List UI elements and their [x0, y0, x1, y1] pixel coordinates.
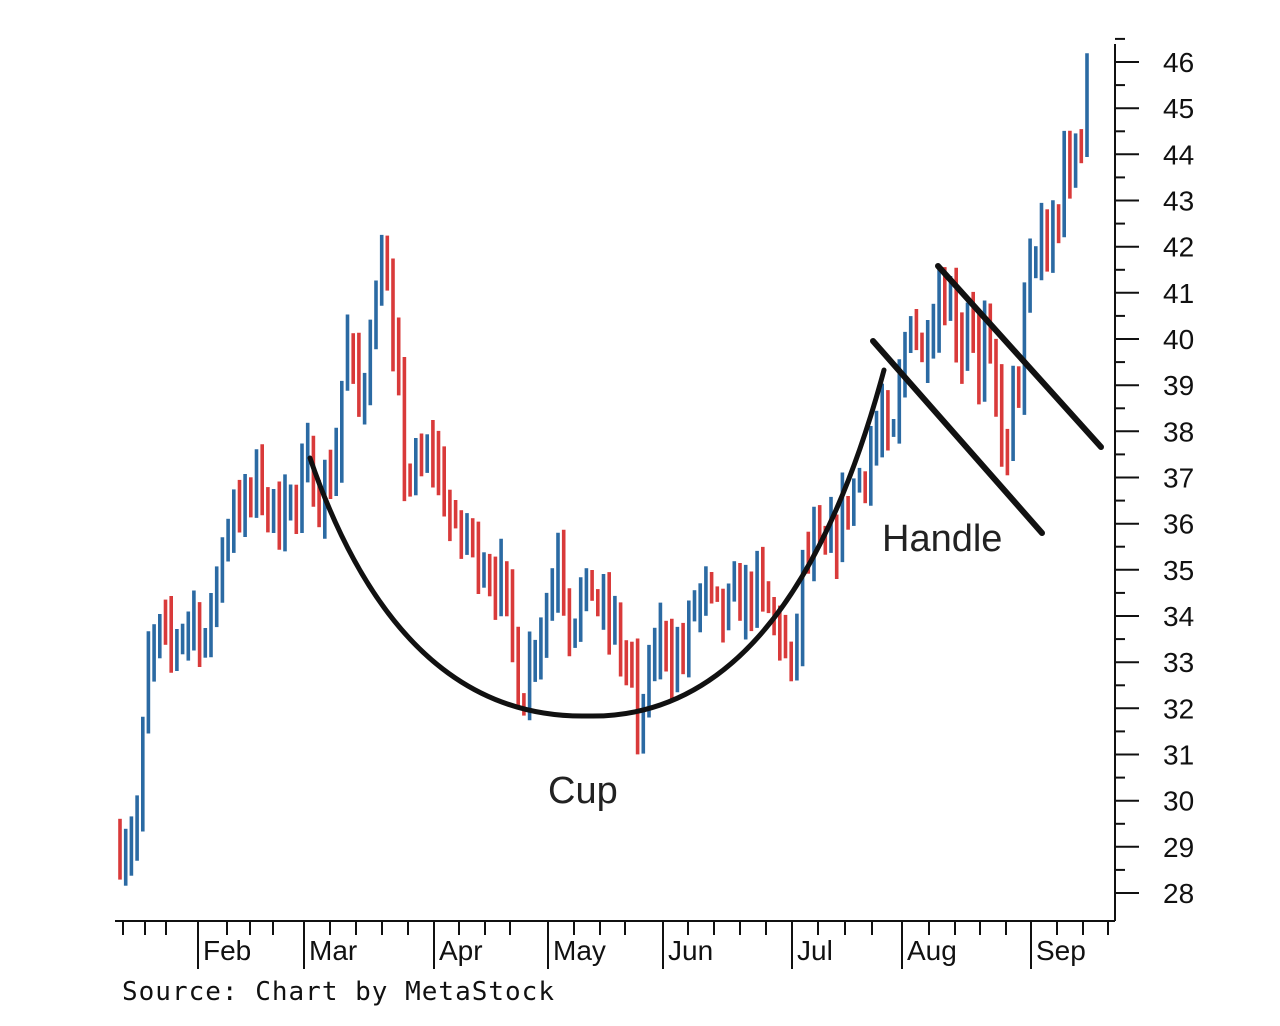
- y-tick-label: 28: [1163, 878, 1194, 909]
- y-tick-label: 39: [1163, 370, 1194, 401]
- y-tick-label: 42: [1163, 232, 1194, 263]
- source-caption: Source: Chart by MetaStock: [122, 977, 555, 1007]
- y-tick-label: 46: [1163, 47, 1194, 78]
- y-tick-label: 35: [1163, 555, 1194, 586]
- pattern-lines-layer: [307, 263, 1104, 719]
- cup-arc: [307, 367, 887, 719]
- y-tick-label: 37: [1163, 463, 1194, 494]
- y-tick-label: 30: [1163, 786, 1194, 817]
- y-tick-label: 33: [1163, 647, 1194, 678]
- handle-label: Handle: [882, 518, 1002, 560]
- y-tick-label: 34: [1163, 601, 1194, 632]
- handle-lower-line: [870, 338, 1045, 536]
- month-label: Jun: [668, 935, 713, 966]
- y-tick-label: 41: [1163, 278, 1194, 309]
- axes-layer: 28 29 30 31 32 33 34 35 36 37 38 39 40 41 42 43 44 45 46 Fe…: [115, 37, 1194, 969]
- y-tick-label: 44: [1163, 139, 1194, 170]
- month-label: Jul: [797, 935, 833, 966]
- month-label: Feb: [203, 935, 251, 966]
- price-bars-layer: [118, 53, 1089, 886]
- cup-label: Cup: [548, 770, 618, 812]
- y-tick-label: 32: [1163, 693, 1194, 724]
- y-tick-label: 31: [1163, 740, 1194, 771]
- month-label: Aug: [907, 935, 957, 966]
- y-tick-label: 45: [1163, 93, 1194, 124]
- month-label: Apr: [439, 935, 483, 966]
- y-tick-label: 38: [1163, 416, 1194, 447]
- handle-upper-line: [935, 263, 1104, 450]
- month-label: Sep: [1036, 935, 1086, 966]
- y-tick-label: 29: [1163, 832, 1194, 863]
- chart-text-layer: Cup Handle Source: Chart by MetaStock: [122, 518, 1002, 1007]
- y-tick-label: 43: [1163, 186, 1194, 217]
- y-tick-label: 36: [1163, 509, 1194, 540]
- y-tick-label: 40: [1163, 324, 1194, 355]
- month-label: Mar: [309, 935, 357, 966]
- month-label: May: [553, 935, 606, 966]
